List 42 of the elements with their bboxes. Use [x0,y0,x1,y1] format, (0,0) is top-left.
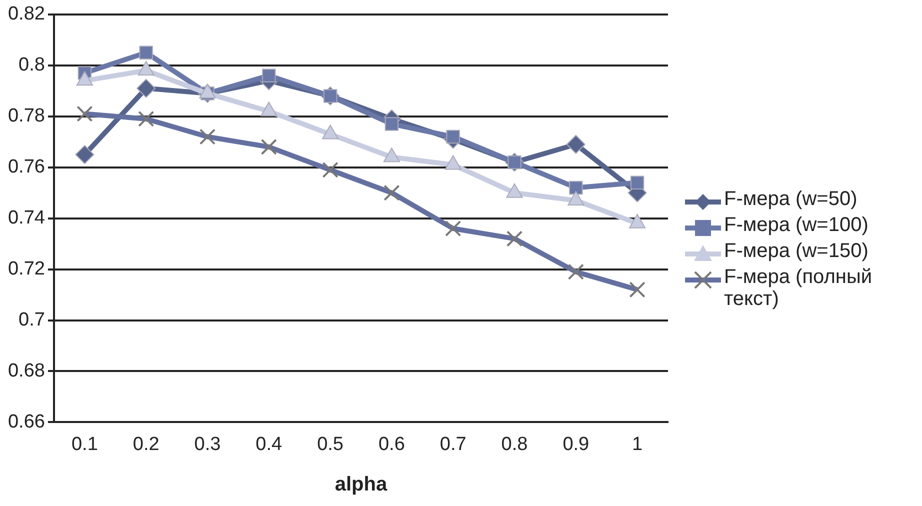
point [566,134,586,154]
x-tick-label: 0.3 [194,434,221,455]
point [569,180,583,195]
point [630,176,644,190]
point [322,162,338,178]
y-tick-label: 0.66 [8,411,45,432]
point [506,230,523,247]
y-tick-label: 0.78 [8,106,45,127]
point [445,220,462,237]
point [262,68,276,82]
point [138,110,154,127]
x-axis-title: alpha [334,474,388,496]
legend-label: F-мера (w=50) [724,188,858,210]
point [629,282,646,298]
y-tick-label: 0.8 [18,54,45,76]
point [384,117,399,131]
x-tick-label: 0.2 [132,434,160,455]
point [136,78,156,98]
y-tick-label: 0.76 [8,156,45,178]
x-tick-label: 0.8 [501,434,528,455]
point [260,138,277,156]
point [568,264,584,280]
point [139,46,153,60]
point [76,106,93,122]
y-tick-label: 0.72 [8,258,45,280]
y-tick-label: 0.7 [18,309,45,330]
x-tick-label: 0.5 [317,434,344,455]
y-tick-label: 0.82 [8,4,45,25]
x-tick-label: 0.6 [378,434,405,455]
x-tick-label: 0.9 [562,434,590,455]
x-tick-label: 0.1 [71,434,98,455]
y-tick-label: 0.74 [8,208,46,229]
point [384,184,400,201]
y-tick-label: 0.68 [8,360,45,382]
point [199,128,216,145]
legend-label: F-мера (w=150) [724,240,868,262]
x-tick-label: 0.7 [440,434,466,455]
legend-label: F-мера (полный текст) [724,266,873,310]
point [75,145,94,164]
legend-label: F-мера (w=100) [724,214,868,236]
x-tick-label: 1 [632,434,643,455]
x-tick-label: 0.4 [256,434,283,455]
